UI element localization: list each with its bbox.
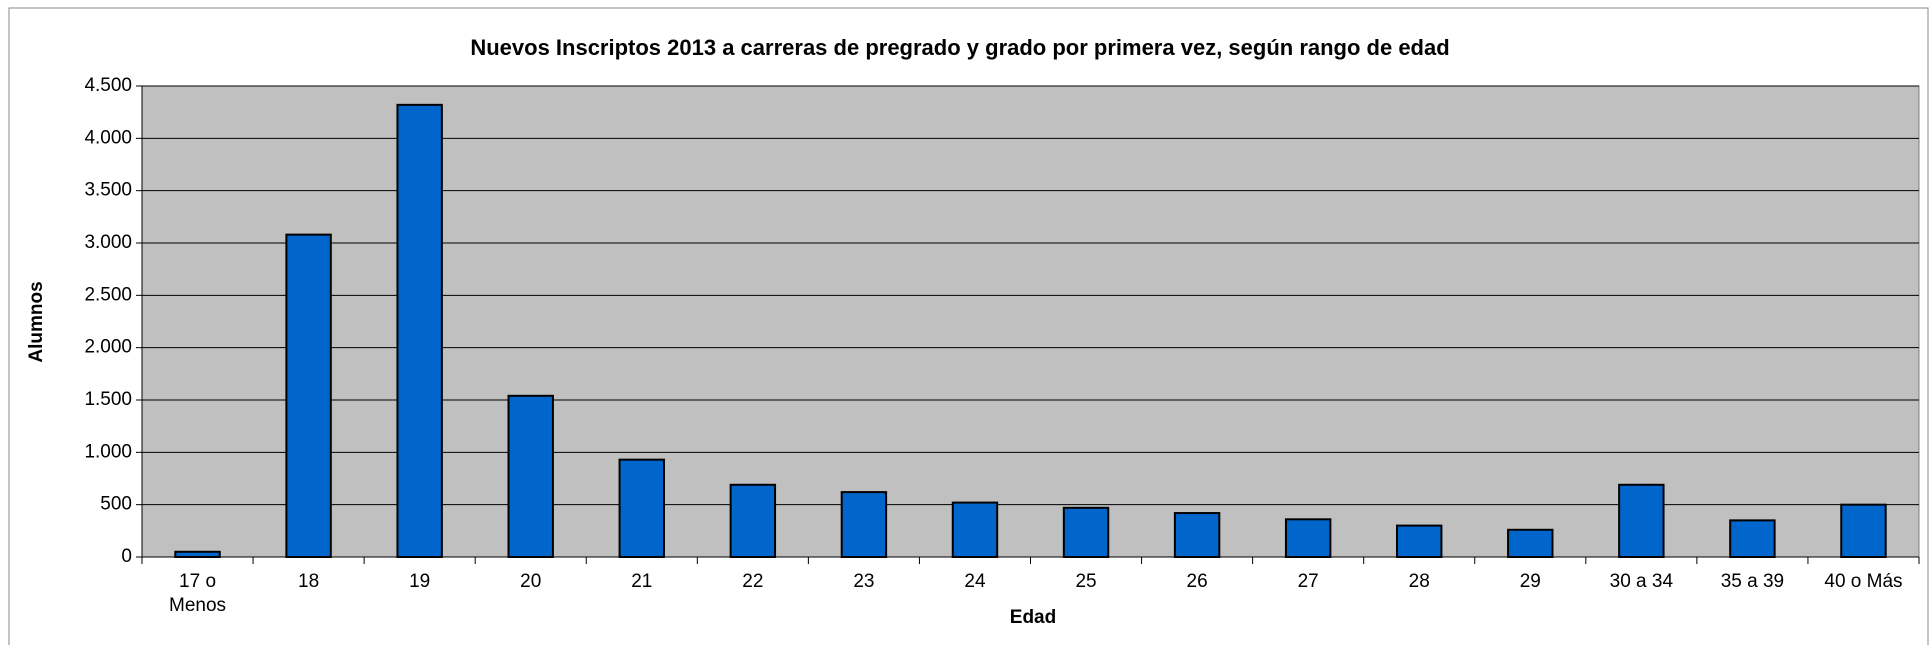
bar (1062, 506, 1110, 559)
bar (1729, 519, 1776, 558)
x-tick-label: 35 a 39 (1720, 571, 1785, 592)
x-tick-label: 40 o Más (1824, 571, 1903, 592)
y-tick-label: 0 (121, 546, 132, 567)
y-tick-label: 1.000 (84, 441, 132, 462)
x-tick-label: 21 (631, 571, 653, 592)
y-tick-label: 3.000 (84, 232, 132, 253)
x-tick-label: 24 (964, 571, 986, 592)
bar (285, 233, 332, 558)
bar (951, 501, 999, 558)
y-tick-label: 1.500 (84, 389, 132, 410)
bar (1507, 528, 1554, 559)
x-tick-label: 22 (742, 571, 764, 592)
bar (174, 550, 221, 558)
x-tick-label: 25 (1075, 571, 1097, 592)
bar (1396, 524, 1443, 558)
x-axis-label: Edad (1010, 607, 1056, 628)
y-tick-label: 500 (100, 494, 132, 515)
x-tick-label: 26 (1186, 571, 1208, 592)
y-tick-label: 2.500 (84, 284, 132, 305)
bar (840, 491, 888, 558)
x-tick-label: 18 (298, 571, 320, 592)
chart-frame (8, 7, 1929, 645)
bar (1840, 503, 1887, 558)
bar (396, 103, 443, 558)
y-tick-label: 4.500 (84, 75, 132, 96)
bar (1618, 483, 1665, 558)
y-tick-label: 3.500 (84, 180, 132, 201)
x-tick-label: 27 (1297, 571, 1319, 592)
x-tick-label: 29 (1519, 571, 1541, 592)
y-tick-label: 4.000 (84, 127, 132, 148)
bar (729, 483, 777, 558)
x-tick-label: 17 o Menos (169, 571, 227, 616)
x-tick-label: 20 (520, 571, 542, 592)
chart-title: Nuevos Inscriptos 2013 a carreras de pre… (470, 35, 1449, 60)
x-tick-label: 28 (1408, 571, 1430, 592)
bar (618, 458, 665, 558)
y-axis-label: Alumnos (26, 281, 47, 362)
x-tick-label: 30 a 34 (1609, 571, 1674, 592)
x-tick-label: 19 (409, 571, 431, 592)
y-tick-label: 2.000 (84, 337, 132, 358)
x-tick-label: 23 (853, 571, 875, 592)
bar (1284, 518, 1332, 559)
bar (507, 394, 554, 558)
bar (1173, 512, 1221, 558)
